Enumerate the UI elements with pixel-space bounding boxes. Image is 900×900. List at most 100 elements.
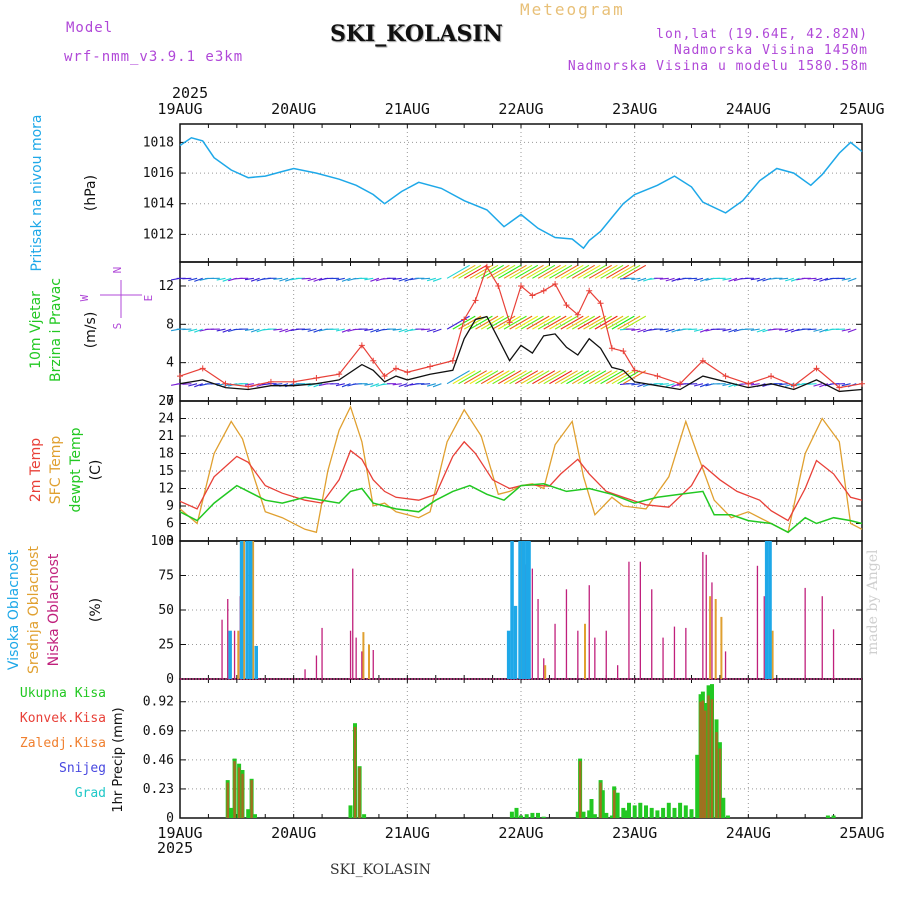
wind-arrow <box>421 328 431 331</box>
wind-arrow <box>637 277 647 282</box>
precip-bar-konvek <box>578 761 582 818</box>
cloud-bar-niska <box>361 651 363 679</box>
cloud-bar-srednja <box>771 630 774 679</box>
wind-arrow <box>182 328 192 331</box>
wind-gust-marker <box>608 345 615 352</box>
cloud-bar-srednja <box>714 599 717 679</box>
meteogram-label: Meteogram <box>520 0 625 19</box>
wind-arrow <box>194 328 203 333</box>
wind-arrow <box>216 328 226 332</box>
precip-bar-ukupna <box>695 754 700 818</box>
y-tick-label: 25 <box>158 638 174 653</box>
precip-bar-ukupna <box>615 792 620 818</box>
wind-arrow <box>583 370 607 385</box>
wind-arrow <box>583 315 607 330</box>
wind-gust-marker <box>631 367 638 374</box>
wind-arrow <box>370 328 380 333</box>
wind-arrow <box>307 328 317 332</box>
cloud-bar-niska <box>628 561 630 679</box>
y-tick-label: 15 <box>158 464 174 479</box>
wind-arrow <box>446 315 470 330</box>
wind-arrow <box>313 328 323 333</box>
legend-dewpoint: dewpt Temp <box>68 427 84 512</box>
wind-arrow <box>637 383 647 388</box>
precip-bar-ukupna <box>589 799 594 818</box>
wind-arrow <box>813 383 823 387</box>
wind-arrow <box>475 315 499 330</box>
wind-arrow <box>244 328 254 332</box>
y-tick-label: 18 <box>158 447 174 462</box>
wind-arrow <box>432 277 442 282</box>
cloud-bar-visoka <box>518 541 522 679</box>
y-tick-label: 12 <box>158 482 174 497</box>
x-tick-label-bottom: 22AUG <box>498 824 543 842</box>
wind-arrow <box>665 383 675 387</box>
wind-arrow <box>480 264 504 279</box>
wind-arrow <box>549 370 573 385</box>
wind-arrow <box>588 370 612 385</box>
wind-arrow <box>285 277 294 282</box>
y-tick-label: 75 <box>158 569 174 584</box>
wind-arrow <box>486 315 510 330</box>
wind-arrow <box>509 315 533 330</box>
wind-arrow <box>446 370 470 385</box>
wind-arrow <box>756 277 766 282</box>
wind-arrow <box>398 328 408 333</box>
precip-bar-konvek <box>226 782 229 818</box>
wind-arrow <box>813 328 823 332</box>
legend-hail: Grad <box>74 786 106 801</box>
wind-arrow <box>841 277 851 281</box>
y-tick-label: 0.69 <box>143 724 174 739</box>
wind-gust-marker <box>859 380 865 387</box>
y-tick-label: 0.23 <box>143 782 174 797</box>
precip-bar-konvek <box>701 700 705 818</box>
wind-arrow <box>421 277 431 280</box>
wind-arrow <box>847 277 857 282</box>
cloud-bar-visoka <box>228 630 232 679</box>
wind-arrow <box>279 277 289 282</box>
precip-ylabel: 1hr Precip (mm) <box>111 707 126 812</box>
cloud-bar-visoka <box>506 630 511 679</box>
wind-gust-marker <box>836 384 843 391</box>
precip-bar-ukupna <box>725 815 730 818</box>
y-tick-label: 50 <box>158 603 174 618</box>
compass-n: N <box>111 267 124 274</box>
cloud-bar-niska <box>315 655 318 679</box>
y-tick-label: 1012 <box>143 227 174 242</box>
wind-arrow <box>606 315 630 330</box>
y-tick-label: 9 <box>166 499 174 514</box>
cloud-bar-visoka <box>513 605 518 679</box>
y-tick-label: 0 <box>166 394 174 409</box>
wind-arrow <box>537 264 561 279</box>
wind-gust-marker <box>449 357 456 364</box>
wind-arrow <box>600 370 624 385</box>
wind-gust-marker <box>722 373 729 380</box>
cloud-bar-niska <box>554 623 556 679</box>
cloud-bar-niska <box>531 568 533 679</box>
wind-arrow <box>222 277 232 282</box>
wind-arrow <box>566 370 590 385</box>
compass-s: S <box>111 323 124 330</box>
wind-gust-marker <box>620 348 627 355</box>
wind-gust-marker <box>540 287 547 294</box>
cloud-bar-niska <box>756 565 759 679</box>
precip-bar-ukupna <box>348 805 353 818</box>
legend-low-cloud: Niska Oblacnost <box>46 553 62 666</box>
wind-arrow <box>452 370 476 385</box>
precip-bar-ukupna <box>655 810 660 818</box>
precip-bar-ukupna <box>661 807 666 818</box>
wind-gust-marker <box>199 365 206 372</box>
wind-arrow <box>577 370 601 385</box>
cloud-bar-visoka <box>525 541 529 679</box>
wind-gust-marker <box>790 382 797 389</box>
wind-arrow <box>750 383 760 386</box>
precip-bar-ukupna <box>519 815 523 818</box>
wind-arrow <box>571 315 595 330</box>
cloud-bar-visoka <box>248 541 253 679</box>
wind-arrow <box>492 264 516 279</box>
cloud-bar-niska <box>662 637 664 679</box>
legend-temp2m: 2m Temp <box>28 438 44 502</box>
wind-arrow <box>498 370 522 385</box>
cloud-bar-visoka <box>768 541 772 679</box>
legend-snow: Snijeg <box>59 761 106 776</box>
